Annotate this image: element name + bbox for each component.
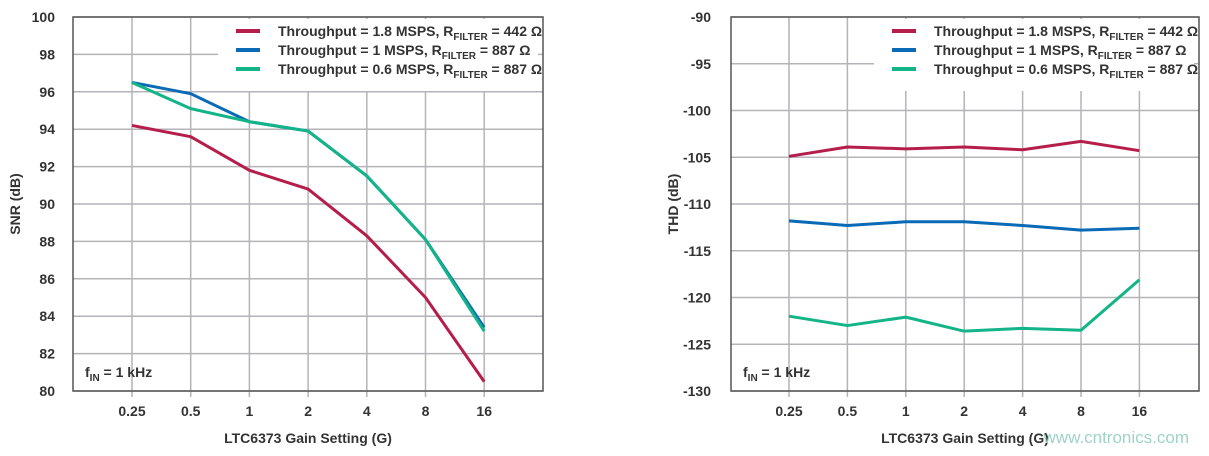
- y-tick-label: 84: [39, 308, 55, 324]
- y-tick-label: 90: [39, 196, 55, 212]
- x-tick-label: 2: [960, 403, 968, 419]
- y-tick-label: 98: [39, 46, 55, 62]
- y-tick-label: 80: [39, 383, 55, 399]
- series-line-red: [131, 123, 486, 383]
- y-tick-label: 88: [39, 233, 55, 249]
- legend-entry: Throughput = 0.6 MSPS, RFILTER = 887 Ω: [934, 61, 1198, 81]
- x-tick-label: 0.5: [838, 403, 858, 419]
- x-tick-label: 4: [1019, 403, 1027, 419]
- plot-frame: [730, 16, 1200, 392]
- legend-entry: Throughput = 1 MSPS, RFILTER = 887 Ω: [278, 42, 530, 62]
- x-axis-label: LTC6373 Gain Setting (G): [881, 430, 1049, 446]
- y-tick-label: -130: [683, 383, 711, 399]
- y-tick-label: 96: [39, 84, 55, 100]
- y-tick-label: 100: [32, 9, 56, 25]
- legend-entry: Throughput = 1.8 MSPS, RFILTER = 442 Ω: [278, 23, 542, 43]
- legend-entry: Throughput = 0.6 MSPS, RFILTER = 887 Ω: [278, 61, 542, 81]
- y-tick-label: 94: [39, 121, 55, 137]
- y-axis-label: THD (dB): [665, 174, 681, 235]
- chart-1: -130 -125 -120 -115 -110 -105 -100 -95 -90 0.25 0.…: [665, 9, 1200, 446]
- y-axis-label: SNR (dB): [7, 173, 23, 234]
- y-tick-label: 92: [39, 159, 55, 175]
- chart-0: 80 82 84 86 88 90 92 94 96 98 100 0.25 0.5 1 2 4 8 16 Thro…: [7, 9, 544, 446]
- x-tick-label: 2: [304, 403, 312, 419]
- y-tick-label: -110: [684, 196, 711, 212]
- x-tick-label: 1: [246, 403, 254, 419]
- x-tick-label: 16: [1132, 403, 1148, 419]
- y-tick-label: -95: [691, 56, 711, 72]
- y-tick-label: -125: [683, 336, 711, 352]
- fin-annotation: fIN = 1 kHz: [743, 364, 810, 384]
- y-tick-label: -105: [683, 149, 711, 165]
- series-line-green: [131, 81, 486, 332]
- x-tick-label: 4: [363, 403, 371, 419]
- y-tick-label: 82: [39, 346, 55, 362]
- y-tick-label: -115: [684, 243, 711, 259]
- x-tick-label: 8: [1077, 403, 1085, 419]
- legend-bg: [218, 19, 538, 91]
- x-tick-label: 0.5: [181, 403, 201, 419]
- legend-entry: Throughput = 1.8 MSPS, RFILTER = 442 Ω: [934, 23, 1198, 43]
- legend-bg: [874, 19, 1194, 91]
- x-axis-label: LTC6373 Gain Setting (G): [224, 430, 392, 446]
- legend-entry: Throughput = 1 MSPS, RFILTER = 887 Ω: [934, 42, 1186, 62]
- x-tick-label: 0.25: [118, 403, 145, 419]
- series-line-blue: [788, 219, 1140, 232]
- plot-frame: [72, 16, 544, 392]
- x-tick-label: 0.25: [775, 403, 802, 419]
- y-tick-label: -120: [683, 290, 711, 306]
- y-tick-label: -100: [683, 103, 711, 119]
- y-tick-label: -90: [691, 9, 711, 25]
- fin-annotation: fIN = 1 kHz: [85, 364, 152, 384]
- y-tick-label: 86: [39, 271, 55, 287]
- x-tick-label: 8: [422, 403, 430, 419]
- watermark: www.cntronics.com: [1043, 428, 1189, 447]
- x-tick-label: 1: [902, 403, 910, 419]
- series-line-green: [788, 278, 1141, 333]
- series-line-red: [788, 139, 1140, 158]
- x-tick-label: 16: [476, 403, 492, 419]
